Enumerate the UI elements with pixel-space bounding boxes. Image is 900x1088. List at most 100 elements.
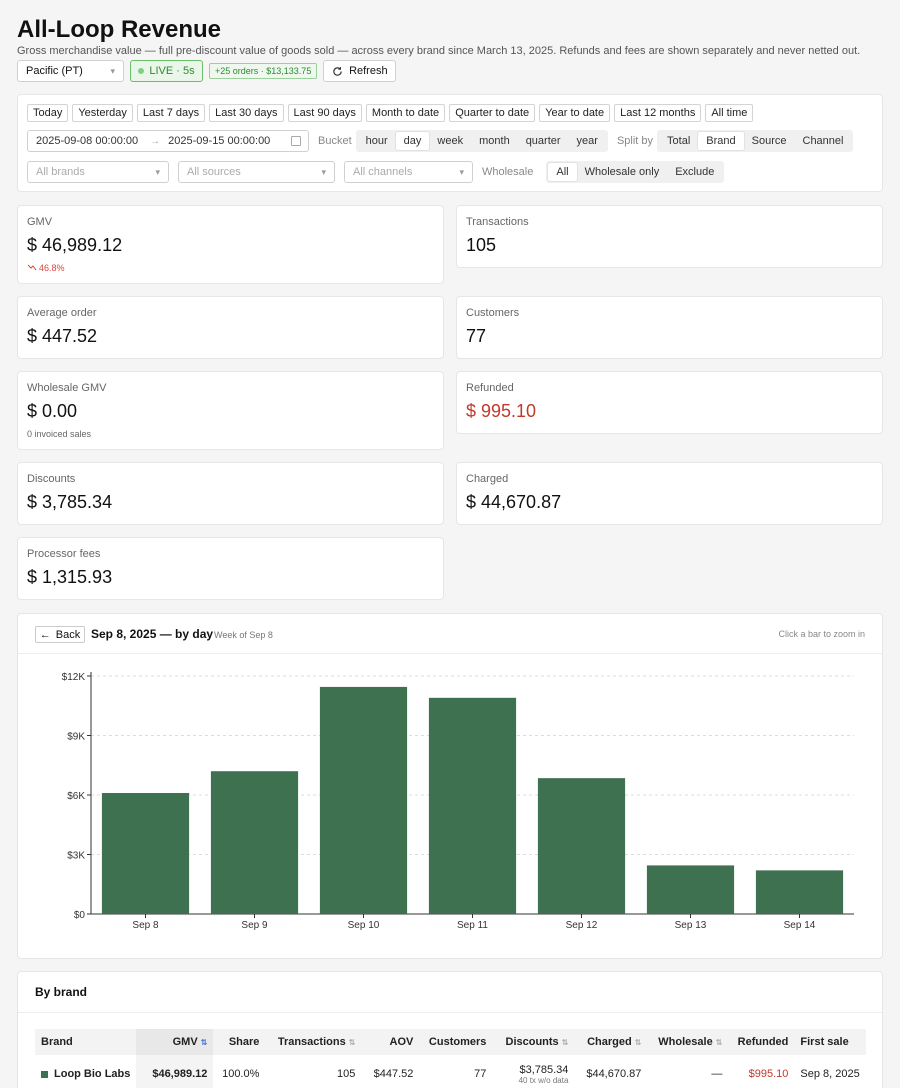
bucket-segmented: hour day week month quarter year [355,130,608,152]
preset-last-12-months[interactable]: Last 12 months [614,104,702,122]
refresh-label: Refresh [349,65,388,77]
sources-select[interactable]: All sources ▾ [178,161,335,183]
split-source[interactable]: Source [751,135,787,147]
date-from: 2025-09-08 00:00:00 [36,135,139,147]
preset-quarter-to-date[interactable]: Quarter to date [449,104,536,122]
col-gmv[interactable]: GMV ⇅ [136,1029,214,1055]
col-brand[interactable]: Brand [35,1029,137,1055]
col-wholesale[interactable]: Wholesale ⇅ [647,1029,729,1055]
top-toolbar: Pacific (PT) ▾ LIVE · 5s +25 orders · $1… [17,60,397,82]
cell-first-sale: Sep 8, 2025 [800,1068,860,1080]
sort-icon: ⇅ [634,1038,642,1047]
col-transactions[interactable]: Transactions ⇅ [265,1029,362,1055]
date-presets: Today Yesterday Last 7 days Last 30 days… [27,104,754,122]
kpi-processor-fees: Processor fees $ 1,315.93 [17,537,444,600]
brands-select[interactable]: All brands ▾ [27,161,169,183]
dimension-filters-row: All brands ▾ All sources ▾ All channels … [27,161,725,183]
chart-bar[interactable] [101,793,190,914]
cell-transactions: 105 [337,1068,356,1080]
kpi-value: $ 447.52 [27,326,98,346]
chart-bar[interactable] [755,870,844,914]
wholesale-all[interactable]: All [548,163,577,181]
table-row[interactable]: Loop Bio Labs $46,989.12 100.0% 105 $447… [35,1055,866,1088]
chart-title: Sep 8, 2025 — by day [91,627,214,641]
col-charged[interactable]: Charged ⇅ [574,1029,648,1055]
kpi-label: Wholesale GMV [27,382,107,394]
chart-header: ← Back Sep 8, 2025 — by day Week of Sep … [18,614,882,654]
preset-yesterday[interactable]: Yesterday [72,104,133,122]
chart-bar[interactable] [646,865,735,914]
preset-month-to-date[interactable]: Month to date [365,104,446,122]
kpi-label: GMV [27,216,53,228]
live-dot-icon [138,68,145,74]
col-aov[interactable]: AOV [361,1029,420,1055]
kpi-value: $ 3,785.34 [27,492,113,512]
preset-last-90-days[interactable]: Last 90 days [287,104,362,122]
preset-today[interactable]: Today [27,104,69,122]
split-total[interactable]: Total [667,135,691,147]
kpi-delta: 46.8% [27,263,65,273]
arrow-left-icon: ← [39,628,51,641]
brands-placeholder: All brands [36,166,85,178]
sources-placeholder: All sources [187,166,241,178]
chart-bar[interactable] [428,697,517,914]
preset-year-to-date[interactable]: Year to date [539,104,611,122]
preset-last-30-days[interactable]: Last 30 days [209,104,284,122]
bucket-hour[interactable]: hour [365,135,388,147]
split-brand[interactable]: Brand [698,132,744,150]
wholesale-only[interactable]: Wholesale only [584,166,660,178]
x-tick-label: Sep 11 [457,920,488,931]
kpi-value: $ 0.00 [27,401,78,421]
bucket-day[interactable]: day [395,132,430,150]
col-refunded[interactable]: Refunded [728,1029,795,1055]
brand-swatch [41,1070,48,1078]
y-tick-label: $0 [74,910,86,921]
preset-all-time[interactable]: All time [705,104,754,122]
bucket-week[interactable]: week [437,135,464,147]
kpi-average-order: Average order $ 447.52 [17,296,444,359]
page-subtitle: Gross merchandise value — full pre-disco… [17,45,861,57]
kpi-value: $ 44,670.87 [466,492,562,512]
col-share[interactable]: Share [213,1029,266,1055]
live-toggle[interactable]: LIVE · 5s [130,60,203,82]
kpi-label: Processor fees [27,548,101,560]
sort-icon: ⇅ [348,1038,356,1047]
col-customers[interactable]: Customers [419,1029,493,1055]
filters-panel: Today Yesterday Last 7 days Last 30 days… [17,94,883,192]
channels-select[interactable]: All channels ▾ [344,161,473,183]
chart-bar[interactable] [537,778,626,914]
cell-refunded: $995.10 [748,1068,789,1080]
x-tick-label: Sep 8 [132,920,159,931]
cell-share: 100.0% [222,1068,260,1080]
brand-table: Brand GMV ⇅ Share Transactions ⇅ AOV Custo… [35,1029,866,1088]
bucket-month[interactable]: month [479,135,510,147]
chart-bar[interactable] [210,771,299,914]
date-to: 2025-09-15 00:00:00 [168,135,271,147]
channels-placeholder: All channels [353,166,413,178]
kpi-label: Average order [27,307,97,319]
wholesale-exclude[interactable]: Exclude [675,166,715,178]
y-tick-label: $6K [67,791,85,802]
back-button[interactable]: ← Back [35,626,85,643]
date-range-picker[interactable]: 2025-09-08 00:00:00 → 2025-09-15 00:00:0… [27,130,309,152]
kpi-delta-value: 46.8% [39,263,65,273]
bucket-label: Bucket [318,135,352,147]
sort-desc-icon: ⇅ [200,1038,208,1047]
col-discounts[interactable]: Discounts ⇅ [492,1029,575,1055]
chart-bar[interactable] [319,686,408,914]
by-brand-title: By brand [35,985,88,999]
kpi-value: $ 1,315.93 [27,567,113,587]
bucket-year[interactable]: year [576,135,598,147]
live-label: LIVE · 5s [149,65,195,77]
y-tick-label: $9K [67,732,85,743]
bucket-quarter[interactable]: quarter [525,135,561,147]
y-tick-label: $12K [62,672,86,683]
refresh-button[interactable]: Refresh [323,60,397,82]
calendar-icon [291,136,301,146]
split-channel[interactable]: Channel [802,135,844,147]
col-first-sale[interactable]: First sale [794,1029,866,1055]
preset-last-7-days[interactable]: Last 7 days [136,104,206,122]
kpi-value: $ 46,989.12 [27,235,123,255]
timezone-select[interactable]: Pacific (PT) ▾ [17,60,124,82]
kpi-discounts: Discounts $ 3,785.34 [17,462,444,525]
